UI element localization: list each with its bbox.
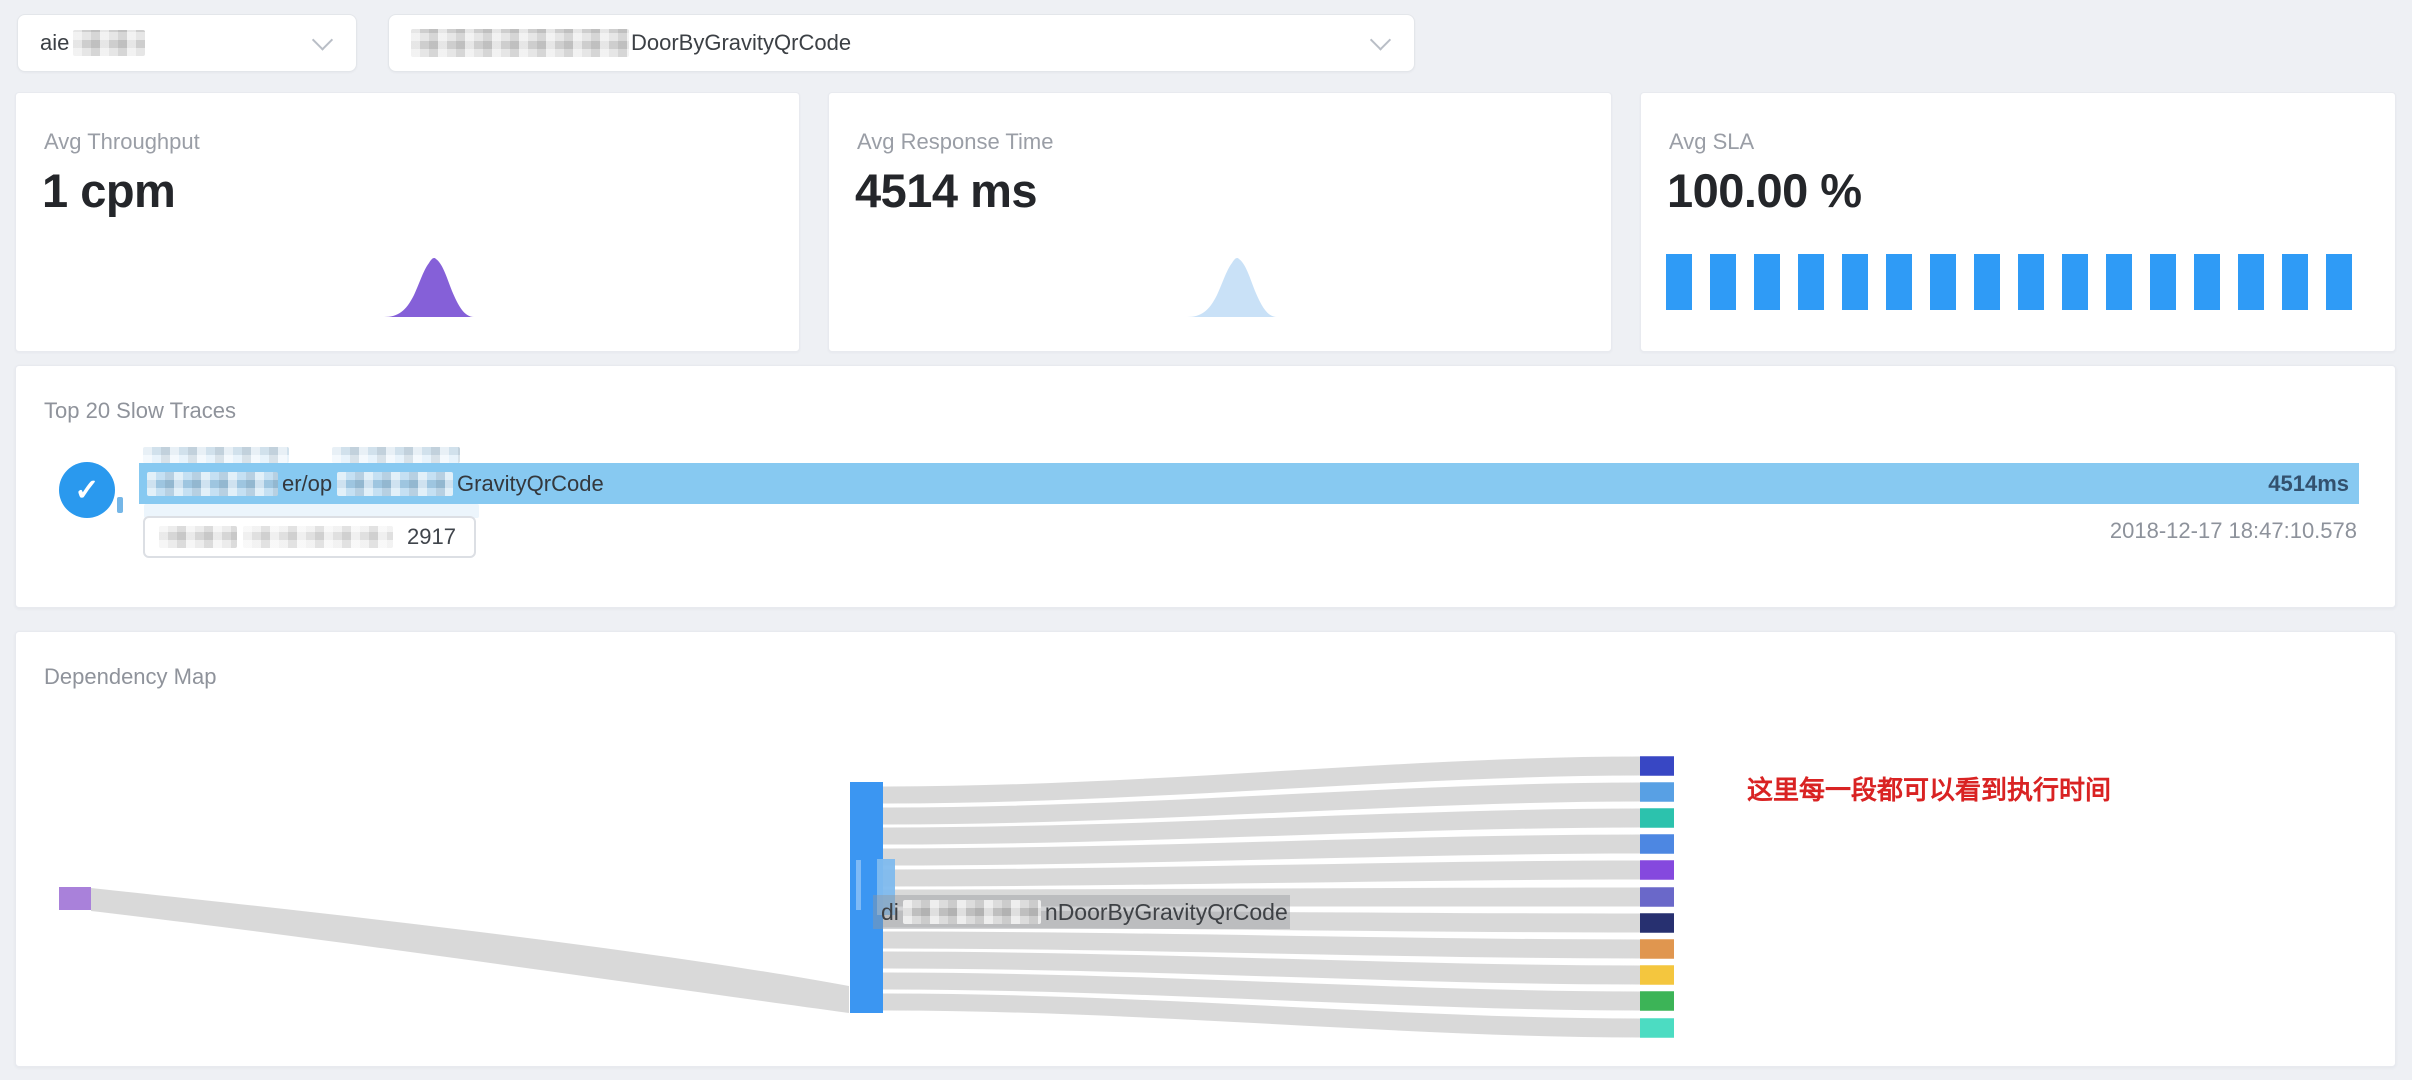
- sankey-hub-inner-node[interactable]: [877, 859, 895, 915]
- dependency-map-panel: Dependency Map di nDoorByGravityQrCode 这…: [15, 631, 2396, 1067]
- endpoint-select-value: DoorByGravityQrCode: [631, 30, 852, 55]
- sankey-link[interactable]: [883, 931, 1640, 959]
- response-time-sparkline: [1187, 258, 1277, 317]
- sla-bar: [2018, 254, 2044, 310]
- sankey-source-node[interactable]: [59, 887, 91, 910]
- sankey-hub-highlight: [856, 860, 861, 910]
- redacted-endpoint-segment: [337, 472, 453, 496]
- sankey-link[interactable]: [883, 834, 1640, 866]
- trace-id-box: 2917: [143, 516, 476, 558]
- redacted-mark: [117, 497, 123, 513]
- sankey-target-node[interactable]: [1640, 756, 1674, 776]
- sla-bar: [1886, 254, 1912, 310]
- trace-timestamp: 2018-12-17 18:47:10.578: [2109, 518, 2357, 543]
- hub-label-fragment: di: [881, 898, 899, 925]
- sankey-link[interactable]: [91, 888, 849, 1013]
- sla-bar: [1754, 254, 1780, 310]
- slow-traces-panel: Top 20 Slow Traces ✓ er/op GravityQrCode…: [15, 365, 2396, 608]
- redacted-trace-id: [243, 526, 393, 548]
- trace-selected-check-icon[interactable]: ✓: [59, 462, 115, 518]
- card-value: 4514 ms: [855, 164, 1038, 217]
- sla-bar: [2062, 254, 2088, 310]
- card-avg-response-time: Avg Response Time 4514 ms: [828, 92, 1612, 352]
- sla-bar: [2106, 254, 2132, 310]
- sankey-link[interactable]: [883, 782, 1640, 825]
- sankey-target-node[interactable]: [1640, 887, 1674, 907]
- sla-bar: [2150, 254, 2176, 310]
- sankey-target-node[interactable]: [1640, 913, 1674, 933]
- sankey-hub-label: di nDoorByGravityQrCode: [873, 895, 1290, 929]
- chevron-down-icon: [1369, 29, 1392, 51]
- sankey-target-node[interactable]: [1640, 808, 1674, 828]
- sla-bar: [2282, 254, 2308, 310]
- sankey-link[interactable]: [883, 756, 1640, 804]
- redacted-text-patch: [144, 504, 479, 518]
- sankey-target-node[interactable]: [1640, 1018, 1674, 1038]
- chevron-down-icon: [311, 29, 334, 51]
- trace-duration: 4514ms: [2268, 471, 2349, 496]
- sankey-link[interactable]: [883, 951, 1640, 985]
- redacted-hub-label: [902, 900, 1041, 924]
- redacted-service-name: [73, 30, 146, 56]
- sankey-link[interactable]: [883, 808, 1640, 845]
- trace-duration-bar[interactable]: er/op GravityQrCode 4514ms: [139, 463, 2359, 504]
- sla-bar: [1666, 254, 1692, 310]
- trace-id-fragment: 2917: [407, 524, 456, 549]
- sla-bar: [1974, 254, 2000, 310]
- card-value: 100.00 %: [1667, 164, 1862, 217]
- card-label: Avg SLA: [1669, 129, 1755, 154]
- sla-bar: [1842, 254, 1868, 310]
- trace-endpoint-fragment: GravityQrCode: [457, 471, 604, 496]
- redacted-trace-id: [159, 526, 237, 548]
- card-label: Avg Response Time: [857, 129, 1054, 154]
- service-select-value: aie: [40, 30, 70, 55]
- sankey-target-node[interactable]: [1640, 939, 1674, 959]
- sla-bar: [2238, 254, 2264, 310]
- sla-bar: [1710, 254, 1736, 310]
- redacted-endpoint-segment: [147, 472, 278, 496]
- sla-bar: [2326, 254, 2352, 310]
- redacted-endpoint-prefix: [411, 29, 629, 57]
- hub-label-fragment: nDoorByGravityQrCode: [1044, 898, 1288, 925]
- sankey-target-nodes[interactable]: [1640, 756, 1674, 1038]
- service-select[interactable]: aie: [17, 14, 357, 72]
- sankey-target-node[interactable]: [1640, 965, 1674, 985]
- redacted-text-patch: [143, 447, 289, 463]
- sankey-link[interactable]: [883, 860, 1640, 887]
- sla-bar: [1930, 254, 1956, 310]
- dependency-map-title: Dependency Map: [44, 664, 217, 689]
- sankey-link[interactable]: [883, 993, 1640, 1038]
- throughput-sparkline: [384, 258, 474, 317]
- sankey-link[interactable]: [883, 972, 1640, 1011]
- card-label: Avg Throughput: [44, 129, 200, 154]
- sankey-link[interactable]: [883, 887, 1640, 907]
- execution-time-annotation: 这里每一段都可以看到执行时间: [1747, 775, 2112, 805]
- trace-endpoint-fragment: er/op: [282, 471, 333, 496]
- dependency-sankey[interactable]: [16, 632, 2397, 1068]
- redacted-text-patch: [332, 447, 460, 463]
- sankey-links[interactable]: [883, 756, 1640, 1038]
- sankey-target-node[interactable]: [1640, 782, 1674, 802]
- sla-bar: [1798, 254, 1824, 310]
- sla-bar: [2194, 254, 2220, 310]
- card-value: 1 cpm: [42, 164, 176, 217]
- sankey-target-node[interactable]: [1640, 991, 1674, 1011]
- slow-traces-title: Top 20 Slow Traces: [44, 398, 236, 423]
- sankey-target-node[interactable]: [1640, 834, 1674, 854]
- card-avg-sla: Avg SLA 100.00 %: [1640, 92, 2396, 352]
- sla-bar-sparkline: [1666, 254, 2352, 310]
- card-avg-throughput: Avg Throughput 1 cpm: [15, 92, 800, 352]
- endpoint-select[interactable]: DoorByGravityQrCode: [388, 14, 1415, 72]
- sankey-target-node[interactable]: [1640, 860, 1674, 880]
- sankey-link[interactable]: [883, 910, 1640, 933]
